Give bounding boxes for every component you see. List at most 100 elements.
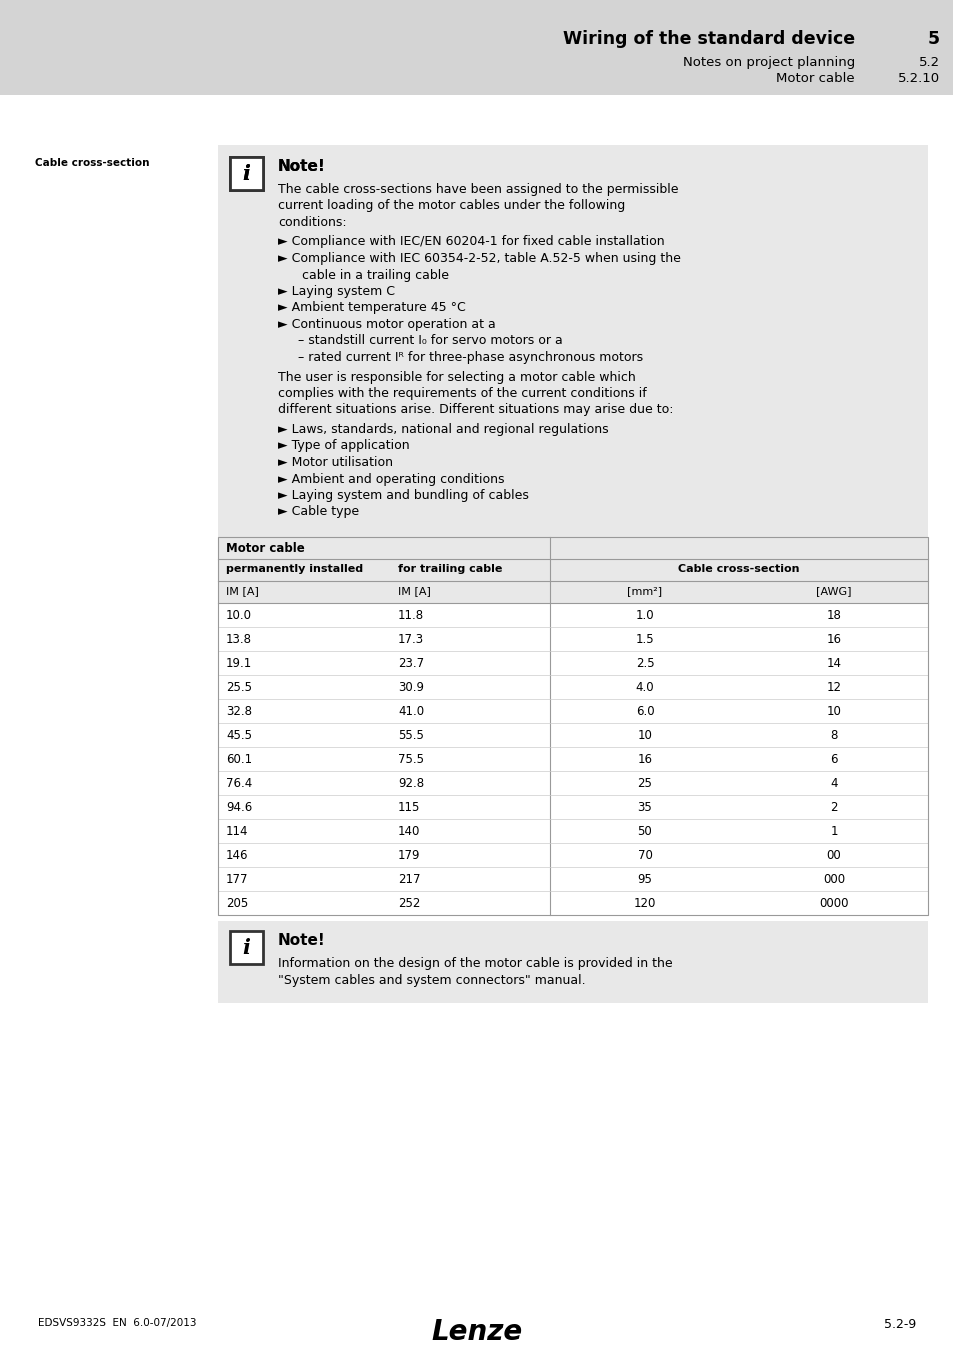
Text: 8: 8 (829, 729, 837, 742)
Text: 76.4: 76.4 (226, 778, 252, 790)
Text: 140: 140 (397, 825, 420, 838)
Text: 2.5: 2.5 (635, 657, 654, 670)
Text: The user is responsible for selecting a motor cable which: The user is responsible for selecting a … (277, 370, 635, 383)
Text: 25.5: 25.5 (226, 680, 252, 694)
Bar (218, 144, 927, 640)
Text: 95: 95 (637, 873, 652, 886)
Text: Note!: Note! (277, 933, 325, 948)
Text: Wiring of the standard device: Wiring of the standard device (562, 30, 854, 49)
Text: 177: 177 (226, 873, 248, 886)
Text: IM [A]: IM [A] (397, 586, 431, 595)
Text: permanently installed: permanently installed (226, 564, 363, 574)
Text: Note!: Note! (277, 159, 325, 174)
Text: "System cables and system connectors" manual.: "System cables and system connectors" ma… (277, 973, 585, 987)
Text: Motor cable: Motor cable (776, 72, 854, 85)
Text: 45.5: 45.5 (226, 729, 252, 742)
Text: ► Compliance with IEC 60354-2-52, table A.52-5 when using the: ► Compliance with IEC 60354-2-52, table … (277, 252, 680, 265)
Text: i: i (242, 163, 251, 184)
Text: 16: 16 (825, 633, 841, 647)
Text: 10.0: 10.0 (226, 609, 252, 622)
Text: 10: 10 (825, 705, 841, 718)
Text: 18: 18 (825, 609, 841, 622)
Text: 60.1: 60.1 (226, 753, 252, 765)
Text: 6.0: 6.0 (635, 705, 654, 718)
Bar (230, 157, 263, 190)
Text: cable in a trailing cable: cable in a trailing cable (290, 269, 449, 282)
Text: complies with the requirements of the current conditions if: complies with the requirements of the cu… (277, 387, 646, 400)
Text: – standstill current I₀ for servo motors or a: – standstill current I₀ for servo motors… (297, 335, 562, 347)
Text: 217: 217 (397, 873, 420, 886)
Text: 25: 25 (637, 778, 652, 790)
Text: [AWG]: [AWG] (816, 586, 851, 595)
Text: 32.8: 32.8 (226, 705, 252, 718)
Text: ► Cable type: ► Cable type (277, 505, 358, 518)
Text: 5.2.10: 5.2.10 (897, 72, 939, 85)
Text: 0000: 0000 (819, 896, 848, 910)
Text: different situations arise. Different situations may arise due to:: different situations arise. Different si… (277, 404, 673, 417)
Text: 92.8: 92.8 (397, 778, 424, 790)
Text: 1.5: 1.5 (635, 633, 654, 647)
Text: 1: 1 (829, 825, 837, 838)
Text: 13.8: 13.8 (226, 633, 252, 647)
Text: 179: 179 (397, 849, 420, 863)
Text: Notes on project planning: Notes on project planning (682, 55, 854, 69)
Text: Note!: Note! (277, 159, 325, 174)
Text: [mm²]: [mm²] (627, 586, 662, 595)
Text: 5.2-9: 5.2-9 (882, 1318, 915, 1331)
Text: 23.7: 23.7 (397, 657, 424, 670)
Text: Motor cable: Motor cable (226, 541, 304, 555)
Text: 2: 2 (829, 801, 837, 814)
Bar (230, 157, 263, 190)
Text: 19.1: 19.1 (226, 657, 252, 670)
Text: ► Ambient and operating conditions: ► Ambient and operating conditions (277, 472, 504, 486)
Text: 16: 16 (637, 753, 652, 765)
Text: 120: 120 (633, 896, 656, 910)
Text: current loading of the motor cables under the following: current loading of the motor cables unde… (277, 200, 624, 212)
Text: IM [A]: IM [A] (226, 586, 258, 595)
Text: The cable cross-sections have been assigned to the permissible: The cable cross-sections have been assig… (277, 184, 678, 196)
Text: 4: 4 (829, 778, 837, 790)
Text: ► Continuous motor operation at a: ► Continuous motor operation at a (277, 319, 496, 331)
Text: i: i (242, 163, 251, 184)
Text: 115: 115 (397, 801, 420, 814)
Bar (218, 537, 927, 915)
Text: 114: 114 (226, 825, 248, 838)
Text: 146: 146 (226, 849, 248, 863)
Bar (218, 603, 927, 915)
Text: i: i (242, 937, 251, 957)
Text: Cable cross-section: Cable cross-section (678, 564, 799, 574)
Text: ► Motor utilisation: ► Motor utilisation (277, 456, 393, 468)
Text: Information on the design of the motor cable is provided in the: Information on the design of the motor c… (277, 957, 672, 971)
Text: 41.0: 41.0 (397, 705, 424, 718)
Bar (0, 0, 953, 95)
Text: 30.9: 30.9 (397, 680, 423, 694)
Text: 205: 205 (226, 896, 248, 910)
Text: 12: 12 (825, 680, 841, 694)
Bar (230, 931, 263, 964)
Text: Lenze: Lenze (431, 1318, 522, 1346)
Text: Cable cross-section: Cable cross-section (35, 158, 150, 167)
Text: ► Compliance with IEC/EN 60204-1 for fixed cable installation: ► Compliance with IEC/EN 60204-1 for fix… (277, 235, 664, 248)
Text: 50: 50 (637, 825, 652, 838)
Text: 5: 5 (927, 30, 939, 49)
Text: 17.3: 17.3 (397, 633, 424, 647)
Bar (218, 537, 927, 915)
Text: 94.6: 94.6 (226, 801, 252, 814)
Text: 6: 6 (829, 753, 837, 765)
Text: ► Laying system and bundling of cables: ► Laying system and bundling of cables (277, 489, 528, 502)
Text: 70: 70 (637, 849, 652, 863)
Text: – rated current Iᴿ for three-phase asynchronous motors: – rated current Iᴿ for three-phase async… (297, 351, 642, 364)
Text: ► Ambient temperature 45 °C: ► Ambient temperature 45 °C (277, 301, 465, 315)
Text: ► Type of application: ► Type of application (277, 440, 409, 452)
Text: for trailing cable: for trailing cable (397, 564, 502, 574)
Text: 14: 14 (825, 657, 841, 670)
Text: 35: 35 (637, 801, 652, 814)
Text: ► Laws, standards, national and regional regulations: ► Laws, standards, national and regional… (277, 423, 608, 436)
Text: 11.8: 11.8 (397, 609, 424, 622)
Text: 00: 00 (825, 849, 841, 863)
Bar (218, 921, 927, 1003)
Text: 10: 10 (637, 729, 652, 742)
Text: 75.5: 75.5 (397, 753, 423, 765)
Text: 1.0: 1.0 (635, 609, 654, 622)
Text: 55.5: 55.5 (397, 729, 423, 742)
